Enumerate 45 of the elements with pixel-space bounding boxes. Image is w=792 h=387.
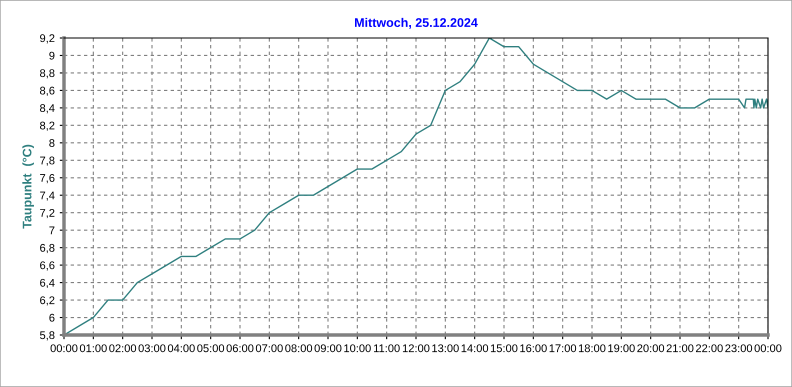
y-tick-label: 8,8 xyxy=(40,69,54,78)
y-tick-label: 9 xyxy=(49,52,54,60)
y-tick-label: 5,8 xyxy=(40,331,54,340)
x-tick-label: 06:00 xyxy=(226,344,254,352)
x-tick-label: 08:00 xyxy=(285,344,312,352)
x-tick-label: 17:00 xyxy=(550,344,576,352)
x-tick-label: 04:00 xyxy=(168,344,195,352)
y-tick-label: 8,2 xyxy=(40,122,54,131)
x-tick-label: 15:00 xyxy=(490,344,518,352)
y-tick-label: 7,6 xyxy=(40,174,54,184)
y-tick-label: 7,2 xyxy=(40,208,54,218)
x-tick-label: 11:00 xyxy=(374,344,400,352)
x-tick-label: 01:00 xyxy=(80,344,107,352)
x-tick-label: 03:00 xyxy=(138,344,166,352)
x-tick-label: 02:00 xyxy=(109,344,136,352)
x-tick-label: 22:00 xyxy=(696,344,723,352)
x-tick-label: 00:00 xyxy=(50,344,78,352)
x-tick-label: 00:00 xyxy=(754,344,782,352)
y-tick-label: 8,6 xyxy=(40,86,54,96)
y-tick-label: 8,4 xyxy=(40,104,55,114)
y-tick-label: 6,6 xyxy=(40,261,54,271)
y-tick-label: 9,2 xyxy=(40,34,54,44)
x-tick-label: 13:00 xyxy=(432,344,459,352)
y-tick-label: 6 xyxy=(49,314,54,322)
x-tick-label: 10:00 xyxy=(344,344,371,352)
x-tick-label: 19:00 xyxy=(608,344,635,352)
y-tick-label: 7 xyxy=(49,226,54,234)
y-tick-label: 6,4 xyxy=(40,278,55,288)
x-tick-label: 12:00 xyxy=(402,344,430,352)
x-tick-label: 18:00 xyxy=(578,344,606,352)
y-tick-label: 8 xyxy=(49,139,54,147)
x-tick-label: 05:00 xyxy=(197,344,224,352)
chart-title: Mittwoch, 25.12.2024 xyxy=(355,18,478,29)
x-tick-label: 21:00 xyxy=(666,344,694,352)
y-tick-label: 6,2 xyxy=(40,296,54,306)
x-tick-label: 20:00 xyxy=(637,344,664,352)
x-tick-label: 09:00 xyxy=(314,344,342,352)
x-tick-label: 07:00 xyxy=(256,344,283,352)
x-tick-label: 14:00 xyxy=(462,344,488,352)
x-tick-label: 23:00 xyxy=(725,344,752,352)
y-axis-title: Taupunkt (°C) xyxy=(22,144,34,229)
y-tick-label: 6,8 xyxy=(40,244,54,254)
y-tick-label: 7,4 xyxy=(40,192,55,201)
x-tick-label: 16:00 xyxy=(520,344,547,352)
y-tick-label: 7,8 xyxy=(40,156,54,166)
